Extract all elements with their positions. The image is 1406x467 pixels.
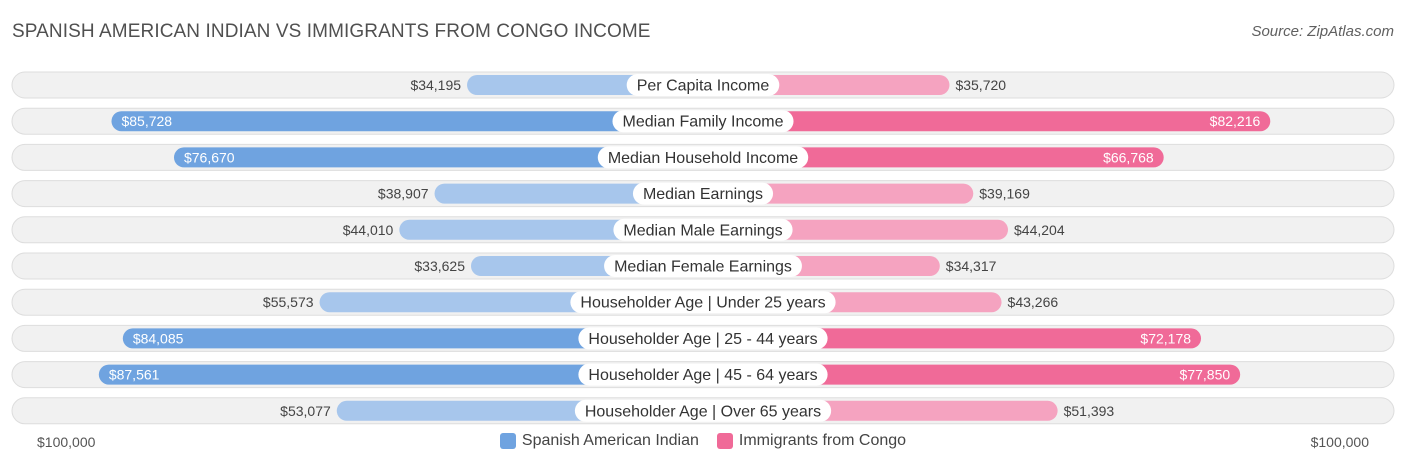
category-label: Median Family Income — [623, 114, 784, 131]
category-label: Householder Age | Under 25 years — [580, 295, 825, 312]
value-label-right: $44,204 — [1014, 222, 1065, 238]
legend-swatch-blue — [499, 433, 516, 449]
value-label-right: $43,266 — [1008, 294, 1059, 310]
category-label: Per Capita Income — [637, 78, 770, 95]
category-label-pill — [597, 146, 809, 169]
value-label-left: $34,195 — [410, 77, 461, 93]
category-label-pill — [613, 218, 793, 241]
legend-swatch-pink — [716, 433, 733, 449]
bar-left — [173, 147, 704, 168]
value-label-right: $39,169 — [979, 186, 1030, 202]
value-label-right: $51,393 — [1064, 403, 1115, 419]
value-label-right: $66,768 — [1103, 149, 1154, 165]
category-label: Median Household Income — [608, 150, 798, 167]
category-label-pill — [570, 291, 836, 314]
bar-right — [703, 111, 1271, 132]
value-label-right: $77,850 — [1180, 367, 1231, 383]
bar-right — [703, 328, 1202, 349]
legend: Spanish American Indian Immigrants from … — [0, 432, 1406, 450]
legend-item-spanish-american-indian: Spanish American Indian — [499, 432, 699, 450]
value-label-right: $35,720 — [955, 77, 1006, 93]
category-label: Householder Age | Over 65 years — [585, 403, 821, 420]
chart-title: SPANISH AMERICAN INDIAN VS IMMIGRANTS FR… — [12, 21, 651, 42]
category-label: Median Earnings — [643, 186, 763, 203]
category-label-pill — [578, 363, 828, 386]
category-label: Householder Age | 45 - 64 years — [588, 367, 817, 384]
category-label-pill — [612, 110, 794, 133]
bar-left — [122, 328, 704, 349]
legend-label: Immigrants from Congo — [738, 432, 907, 449]
value-label-left: $76,670 — [184, 149, 235, 165]
value-label-left: $44,010 — [343, 222, 394, 238]
category-label: Median Female Earnings — [614, 259, 792, 276]
category-label: Median Male Earnings — [623, 222, 782, 239]
bar-left — [98, 364, 703, 385]
bar-right — [703, 364, 1241, 385]
axis-label-left: $100,000 — [37, 434, 96, 450]
value-label-left: $85,728 — [121, 113, 172, 129]
value-label-left: $84,085 — [133, 330, 184, 346]
value-label-right: $34,317 — [946, 258, 997, 274]
category-label-pill — [626, 74, 780, 96]
bar-left — [111, 111, 703, 132]
category-label: Householder Age | 25 - 44 years — [588, 331, 817, 348]
value-label-left: $87,561 — [109, 367, 160, 383]
legend-label: Spanish American Indian — [521, 432, 699, 449]
value-label-left: $38,907 — [378, 186, 429, 202]
value-label-left: $33,625 — [414, 258, 465, 274]
category-label-pill — [632, 182, 774, 205]
value-label-left: $55,573 — [263, 294, 314, 310]
value-label-right: $72,178 — [1140, 330, 1191, 346]
category-label-pill — [578, 327, 828, 350]
source-note: Source: ZipAtlas.com — [1251, 23, 1394, 40]
category-label-pill — [604, 255, 802, 277]
bar-right — [703, 147, 1164, 168]
axis-label-right: $100,000 — [1310, 434, 1369, 450]
legend-item-immigrants-from-congo: Immigrants from Congo — [716, 432, 907, 450]
value-label-right: $82,216 — [1210, 113, 1261, 129]
value-label-left: $53,077 — [280, 403, 331, 419]
category-label-pill — [574, 399, 832, 422]
